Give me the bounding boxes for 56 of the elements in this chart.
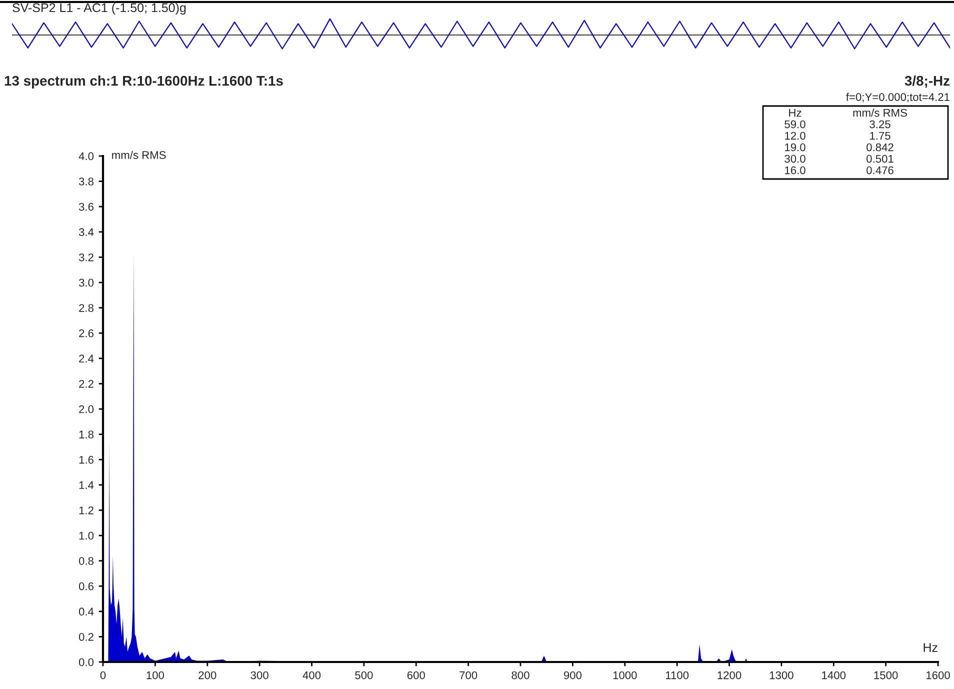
y-tick-label: 1.4 xyxy=(79,481,94,489)
text: f=0;Y=0.000;tot=4.21 xyxy=(846,92,950,102)
text: 59.0 xyxy=(784,120,806,128)
x-tick-label: 200 xyxy=(198,671,216,680)
x-tick-label: 600 xyxy=(407,671,425,680)
y-tick-label: 2.4 xyxy=(79,354,94,362)
annotation: 30.0 xyxy=(784,154,806,163)
x-tick-label: 800 xyxy=(512,671,530,680)
y-tick-label: 0.0 xyxy=(78,658,94,666)
x-tick-label: 1400 xyxy=(822,671,846,680)
x-tick-label: 1100 xyxy=(666,671,689,680)
chart-title: SV-SP2 L1 - AC1 (-1.50; 1.50)g xyxy=(12,2,186,15)
x-tick-label: 400 xyxy=(302,671,321,680)
y-tick-label: 2.8 xyxy=(79,304,94,312)
text: 19.0 xyxy=(785,143,806,152)
y-tick-label: 0.4 xyxy=(78,608,94,616)
y-tick-label: 1.6 xyxy=(79,456,94,464)
x-tick-label: 500 xyxy=(355,671,373,680)
x-tick-label: 1000 xyxy=(613,671,637,680)
x-tick-label: 0 xyxy=(100,671,106,680)
x-tick-label: 1200 xyxy=(718,671,742,680)
y-tick-label: 3.0 xyxy=(78,278,94,287)
y-tick-label: 3.6 xyxy=(78,202,94,211)
y-tick-label: 3.4 xyxy=(78,228,94,236)
x-tick-label: 1500 xyxy=(874,671,898,680)
x-tick-label: 700 xyxy=(460,671,478,680)
text: mm/s RMS xyxy=(853,108,907,117)
y-tick-label: 0.6 xyxy=(78,582,94,590)
x-tick-label: 300 xyxy=(250,671,268,680)
text: 12.0 xyxy=(785,132,806,140)
x-tick-label: 1300 xyxy=(770,671,794,680)
x-tick-label: 1600 xyxy=(926,671,950,680)
y-tick-label: 1.8 xyxy=(79,430,94,438)
y-tick-label: 2.6 xyxy=(79,329,94,338)
x-axis-title: Hz xyxy=(924,643,938,652)
text: 3/8;-Hz xyxy=(904,76,950,88)
text: 0.842 xyxy=(866,143,894,152)
y-tick-label: 1.2 xyxy=(79,506,94,514)
x-tick-label: 900 xyxy=(564,671,582,680)
text: 1.75 xyxy=(870,132,890,140)
chart-title: 13 spectrum ch:1 R:10-1600Hz L:1600 T:1s xyxy=(4,76,283,88)
annotation: 16.0 xyxy=(785,166,806,174)
text: Hz xyxy=(789,108,802,117)
x-tick-label: 100 xyxy=(146,671,164,680)
y-axis-title: mm/s RMS xyxy=(112,150,166,159)
y-tick-label: 0.8 xyxy=(78,557,94,565)
y-tick-label: 3.2 xyxy=(78,253,94,262)
y-tick-label: 4.0 xyxy=(78,152,94,160)
y-tick-label: 0.2 xyxy=(78,632,94,641)
y-tick-label: 1.0 xyxy=(79,532,94,540)
text: 3.25 xyxy=(870,120,890,128)
y-tick-label: 2.2 xyxy=(79,380,94,388)
y-tick-label: 3.8 xyxy=(78,178,94,186)
annotation: 0.501 xyxy=(866,154,894,163)
y-tick-label: 2.0 xyxy=(79,405,94,414)
annotation: 0.476 xyxy=(866,166,894,174)
